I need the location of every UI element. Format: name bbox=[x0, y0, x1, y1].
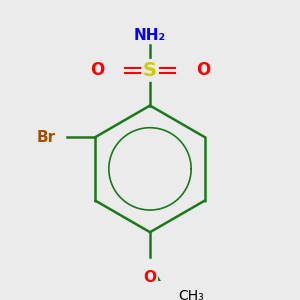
Text: O: O bbox=[196, 61, 210, 80]
Text: Br: Br bbox=[36, 130, 56, 145]
Text: O: O bbox=[90, 61, 104, 80]
Text: O: O bbox=[143, 270, 157, 285]
Text: CH₃: CH₃ bbox=[178, 289, 204, 300]
Text: S: S bbox=[143, 61, 157, 80]
Text: NH₂: NH₂ bbox=[134, 28, 166, 43]
